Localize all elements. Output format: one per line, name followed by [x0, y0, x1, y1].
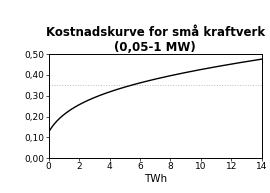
X-axis label: TWh: TWh — [144, 174, 167, 184]
Title: Kostnadskurve for små kraftverk
(0,05-1 MW): Kostnadskurve for små kraftverk (0,05-1 … — [46, 26, 265, 54]
